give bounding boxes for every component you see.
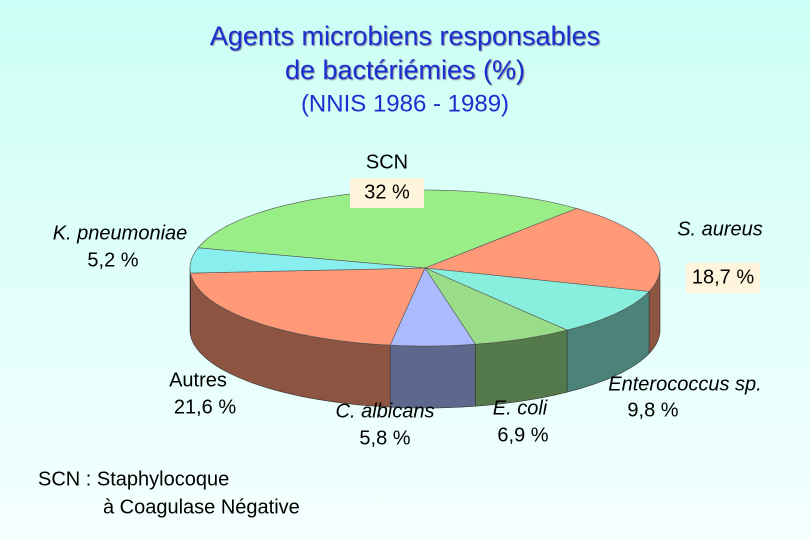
chart-title: Agents microbiens responsables [210, 21, 600, 51]
pie-slice [424, 267, 650, 331]
pie-side [189, 268, 191, 336]
footnote: SCN : Staphylocoque [38, 468, 229, 490]
slice-label: K. pneumoniae [53, 222, 188, 244]
pie-slice [389, 267, 476, 347]
value-label: 5,2 % [87, 249, 138, 271]
slice-label: C. albicans [336, 400, 435, 422]
pie-slice [424, 208, 661, 292]
slice-label: S. aureus [677, 218, 763, 240]
slice-label: SCN [366, 151, 408, 173]
pie [189, 189, 661, 409]
value-label: 9,8 % [627, 399, 678, 421]
value-label: 18,7 % [692, 266, 754, 288]
chart-title: de bactériémies (%) [285, 55, 525, 85]
slice-label: Autres [169, 369, 227, 391]
chart-subtitle: (NNIS 1986 - 1989) [301, 90, 509, 117]
value-label: 5,8 % [359, 427, 410, 449]
slice-label: E. coli [493, 397, 548, 419]
value-label: 32 % [364, 181, 410, 203]
pie-slice [424, 267, 569, 345]
labels: SCN 32 % S. aureus 18,7 % Enterococcus sp. 9,… [53, 151, 763, 449]
pie-slice [190, 267, 426, 346]
pie-side [389, 343, 476, 409]
pie-slice [189, 247, 426, 274]
slice-label: Enterococcus sp. [608, 373, 761, 395]
value-label: 6,9 % [497, 424, 548, 446]
value-label-box [350, 178, 424, 208]
value-label-box [686, 263, 760, 293]
footnote: à Coagulase Négative [103, 496, 300, 518]
value-label: 21,6 % [174, 396, 236, 418]
